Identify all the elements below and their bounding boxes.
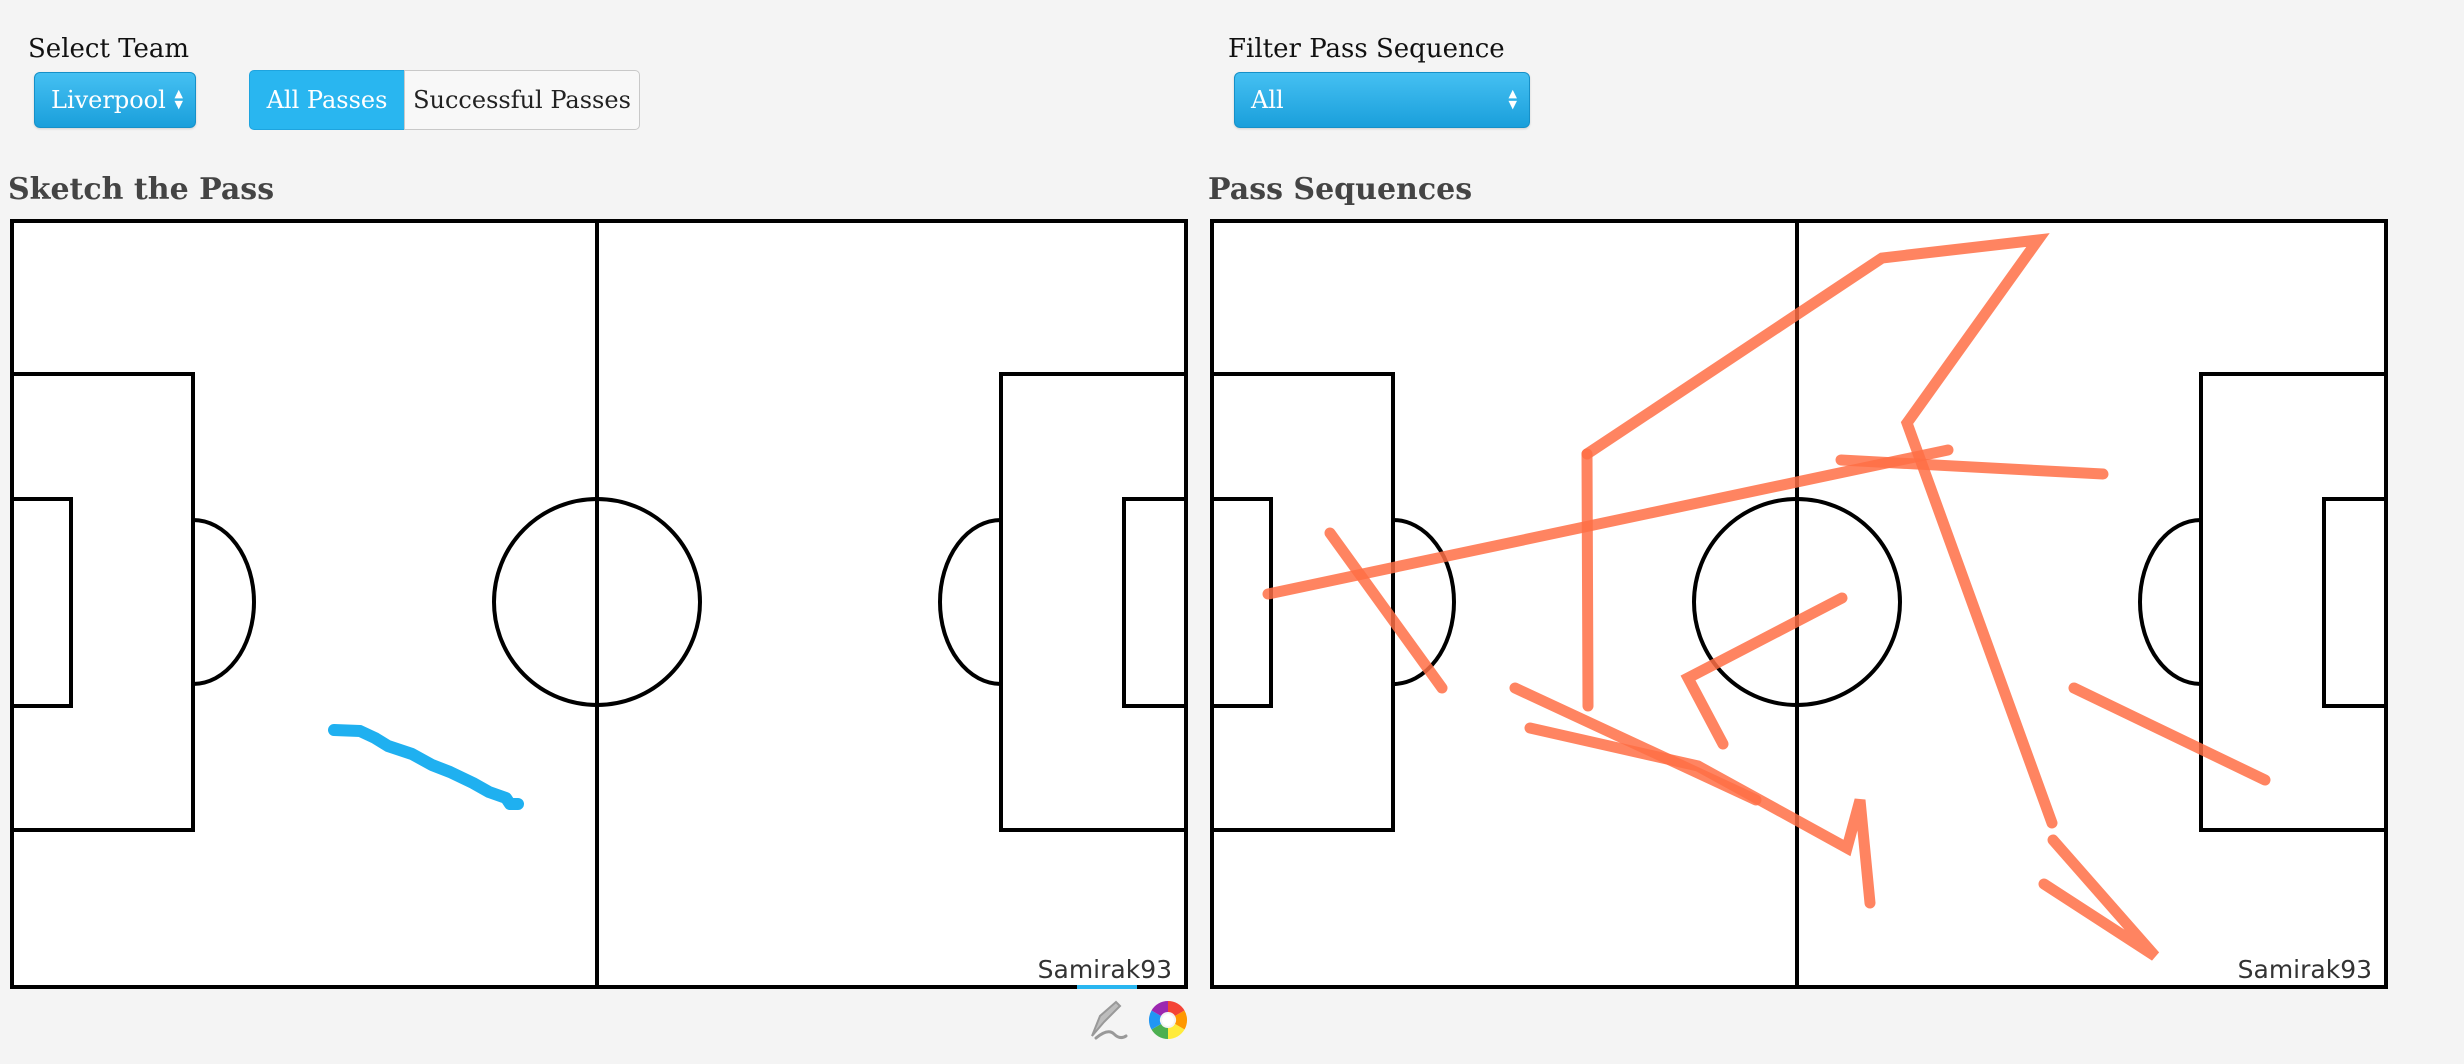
sequences-watermark: Samirak93: [2238, 955, 2372, 984]
select-arrows-icon: ▲ ▼: [174, 87, 183, 111]
team-select[interactable]: Liverpool ▲ ▼: [34, 72, 196, 128]
freehand-draw-icon[interactable]: [1086, 998, 1130, 1042]
tab-all-passes[interactable]: All Passes: [249, 70, 405, 130]
sequences-pitch: Samirak93: [1210, 219, 2388, 989]
filter-label: Filter Pass Sequence: [1228, 34, 1505, 64]
sketch-panel-title: Sketch the Pass: [8, 172, 275, 207]
sketch-pitch[interactable]: Samirak93: [10, 218, 1190, 990]
pass-line: [1324, 527, 1448, 694]
team-select-value: Liverpool: [51, 86, 166, 114]
pass-line: [2038, 834, 2160, 961]
tab-successful-passes[interactable]: Successful Passes: [404, 70, 640, 130]
active-tool-indicator: [1077, 985, 1137, 989]
sequences-panel-title: Pass Sequences: [1208, 172, 1473, 207]
select-arrows-icon: ▲ ▼: [1508, 87, 1517, 111]
pass-line: [2068, 682, 2271, 786]
pitch-markings: [10, 219, 1188, 989]
pass-line: [1581, 448, 1594, 712]
team-label: Select Team: [28, 34, 190, 64]
pass-line: [1835, 454, 2109, 480]
pass-line: [1581, 233, 2058, 829]
pass-line: [1524, 722, 1876, 909]
pass-line: [1262, 444, 1954, 600]
filter-select-value: All: [1251, 86, 1284, 114]
color-wheel-icon[interactable]: [1146, 998, 1190, 1042]
pass-line: [1680, 592, 1848, 750]
pitch-markings: [1210, 219, 2388, 989]
sketched-pass-stroke: [328, 724, 524, 810]
filter-select[interactable]: All ▲ ▼: [1234, 72, 1530, 128]
pass-lines: [1262, 233, 2271, 961]
sketch-watermark: Samirak93: [1038, 955, 1172, 984]
